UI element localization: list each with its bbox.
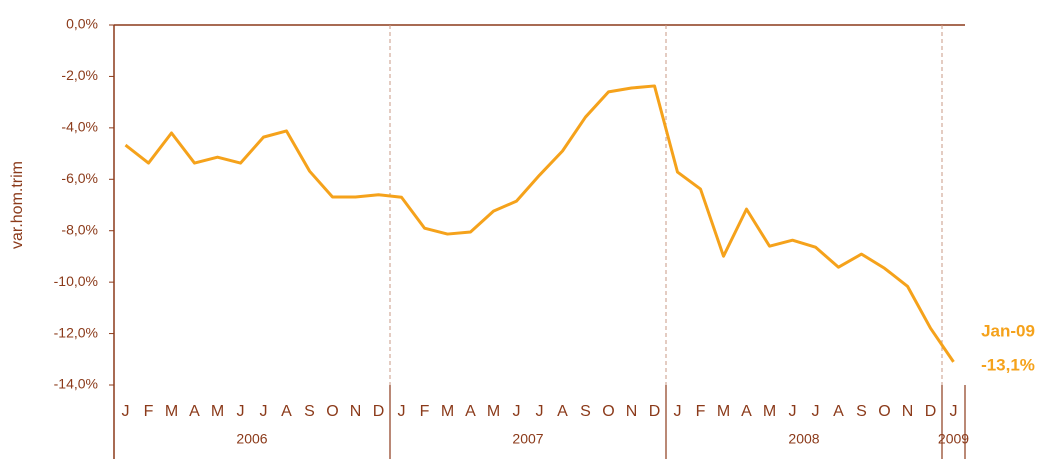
x-tick-label: J xyxy=(398,403,406,420)
y-tick-label: -12,0% xyxy=(54,324,98,340)
x-tick-label: S xyxy=(304,403,315,420)
x-tick-label: S xyxy=(856,403,867,420)
x-tick-label: N xyxy=(902,403,914,420)
x-tick-label: A xyxy=(189,403,200,420)
annotation: -13,1% xyxy=(981,355,1035,374)
x-tick-label: J xyxy=(513,403,521,420)
data-line xyxy=(124,84,955,363)
y-tick-label: -6,0% xyxy=(61,170,98,186)
x-tick-label: N xyxy=(350,403,362,420)
x-tick-label: M xyxy=(441,403,454,420)
x-tick-label: A xyxy=(465,403,476,420)
year-label: 2009 xyxy=(938,431,969,447)
y-tick-label: -14,0% xyxy=(54,376,98,392)
y-tick-label: -2,0% xyxy=(61,67,98,83)
x-tick-label: M xyxy=(211,403,224,420)
x-tick-label: O xyxy=(878,403,890,420)
x-tick-label: M xyxy=(717,403,730,420)
x-tick-label: M xyxy=(165,403,178,420)
x-tick-label: O xyxy=(602,403,614,420)
x-tick-label: D xyxy=(925,403,937,420)
x-tick-label: D xyxy=(373,403,385,420)
y-tick-label: -4,0% xyxy=(61,119,98,135)
x-tick-label: J xyxy=(789,403,797,420)
x-tick-label: J xyxy=(237,403,245,420)
year-label: 2006 xyxy=(236,431,267,447)
x-tick-label: F xyxy=(420,403,430,420)
year-label: 2007 xyxy=(512,431,543,447)
x-tick-label: M xyxy=(763,403,776,420)
x-tick-label: D xyxy=(649,403,661,420)
x-tick-label: A xyxy=(557,403,568,420)
year-label: 2008 xyxy=(788,431,819,447)
x-tick-label: F xyxy=(696,403,706,420)
x-tick-label: J xyxy=(122,403,130,420)
y-tick-label: -8,0% xyxy=(61,221,98,237)
x-tick-label: J xyxy=(674,403,682,420)
x-tick-label: M xyxy=(487,403,500,420)
x-tick-label: A xyxy=(281,403,292,420)
x-tick-label: J xyxy=(812,403,820,420)
x-tick-label: J xyxy=(536,403,544,420)
x-tick-label: F xyxy=(144,403,154,420)
y-tick-label: 0,0% xyxy=(66,16,98,32)
x-tick-label: O xyxy=(326,403,338,420)
x-tick-label: N xyxy=(626,403,638,420)
x-tick-label: A xyxy=(741,403,752,420)
x-tick-label: J xyxy=(950,403,958,420)
annotation: Jan-09 xyxy=(981,321,1035,340)
x-tick-label: A xyxy=(833,403,844,420)
y-tick-label: -10,0% xyxy=(54,273,98,289)
y-axis-label: var.hom.trim xyxy=(9,161,26,249)
x-tick-label: S xyxy=(580,403,591,420)
x-tick-label: J xyxy=(260,403,268,420)
